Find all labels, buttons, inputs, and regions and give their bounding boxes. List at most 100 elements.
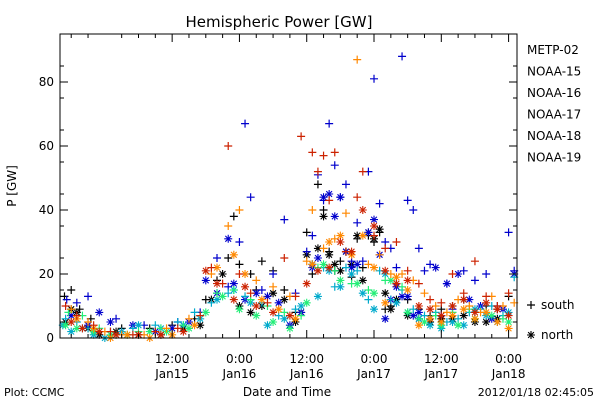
- data-point-north: [269, 308, 278, 317]
- data-point-south: [241, 119, 250, 128]
- x-tick-time: 12:00: [155, 352, 190, 366]
- data-point-south: [201, 295, 210, 304]
- data-point-south: [470, 276, 479, 285]
- data-point-south: [67, 286, 76, 294]
- data-point-south: [470, 257, 479, 266]
- data-point-south: [392, 238, 401, 246]
- data-point-south: [224, 142, 233, 150]
- data-point-south: [67, 305, 76, 314]
- data-point-south: [437, 298, 446, 307]
- data-point-north: [257, 295, 266, 304]
- data-point-south: [269, 282, 278, 291]
- data-point-north: [252, 302, 261, 310]
- y-axis-label: P [GW]: [5, 165, 19, 207]
- data-point-north: [392, 279, 401, 288]
- data-point-north: [487, 311, 496, 320]
- x-tick-date: Jan17: [423, 367, 458, 381]
- x-tick-date: Jan16: [289, 367, 324, 381]
- data-point-south: [269, 270, 278, 278]
- data-point-north: [426, 321, 435, 330]
- data-point-north: [403, 276, 412, 285]
- data-point-south: [330, 148, 339, 157]
- data-point-north: [280, 314, 289, 323]
- data-point-south: [75, 305, 84, 314]
- data-point-north: [414, 308, 423, 317]
- data-point-south: [319, 244, 328, 253]
- data-point-north: [370, 222, 379, 230]
- data-point-north: [263, 292, 272, 301]
- data-point-north: [347, 263, 356, 272]
- data-point-south: [414, 279, 423, 288]
- data-point-south: [162, 324, 171, 333]
- data-point-north: [123, 330, 132, 339]
- symbol-legend-marker: [527, 301, 535, 309]
- data-point-north: [325, 263, 334, 272]
- data-point-south: [325, 247, 334, 256]
- data-point-north: [482, 308, 491, 317]
- data-point-south: [235, 206, 244, 214]
- data-point-south: [252, 276, 261, 285]
- data-point-north: [482, 298, 491, 307]
- data-point-north: [448, 302, 457, 310]
- data-point-north: [229, 250, 238, 259]
- data-point-south: [426, 260, 435, 269]
- x-tick-time: 0:00: [361, 352, 388, 366]
- data-point-south: [353, 234, 362, 243]
- legend-entry: NOAA-19: [527, 151, 581, 165]
- data-point-north: [398, 292, 407, 301]
- data-point-north: [190, 321, 199, 330]
- data-point-north: [179, 327, 188, 336]
- data-point-north: [454, 321, 463, 330]
- legend: METP-02 NOAA-15 NOAA-16 NOAA-17 NOAA-18 NOAA-…: [527, 43, 581, 165]
- data-point-north: [224, 234, 233, 243]
- data-point-south: [280, 215, 289, 224]
- x-tick-date: Jan16: [222, 367, 257, 381]
- y-tick-label: 40: [39, 203, 54, 217]
- data-point-north: [196, 321, 205, 330]
- x-tick-time: 12:00: [289, 352, 324, 366]
- data-point-south: [235, 260, 244, 269]
- data-point-south: [420, 289, 429, 298]
- data-point-south: [257, 257, 266, 266]
- data-point-south: [358, 167, 367, 176]
- x-tick-time: 12:00: [424, 352, 459, 366]
- data-point-north: [213, 279, 222, 288]
- data-point-north: [184, 324, 193, 333]
- data-point-south: [257, 286, 266, 294]
- legend-entry: NOAA-15: [527, 65, 581, 79]
- data-point-south: [409, 305, 418, 314]
- data-point-south: [62, 295, 71, 304]
- data-point-north: [112, 330, 121, 339]
- data-point-north: [437, 311, 446, 320]
- data-point-north: [269, 318, 278, 326]
- data-point-north: [414, 321, 423, 330]
- data-point-south: [459, 266, 468, 275]
- data-point-north: [336, 231, 345, 240]
- data-point-south: [364, 286, 373, 294]
- data-point-south: [504, 228, 513, 237]
- x-axis-label: Date and Time: [243, 385, 331, 399]
- data-point-south: [370, 74, 379, 83]
- data-point-north: [392, 298, 401, 307]
- data-point-north: [280, 295, 289, 304]
- data-point-south: [336, 257, 345, 266]
- data-point-north: [431, 263, 440, 272]
- data-point-north: [336, 266, 345, 275]
- data-point-north: [285, 324, 294, 333]
- data-point-north: [414, 302, 423, 310]
- data-point-north: [336, 238, 345, 246]
- data-point-north: [465, 295, 474, 304]
- data-point-north: [370, 215, 379, 224]
- data-point-south: [403, 196, 412, 205]
- legend-entry: NOAA-18: [527, 129, 581, 143]
- data-point-north: [241, 270, 250, 278]
- data-point-north: [370, 289, 379, 298]
- data-point-north: [95, 308, 104, 317]
- data-point-south: [347, 279, 356, 288]
- data-point-south: [448, 270, 457, 278]
- data-point-north: [269, 289, 278, 298]
- data-point-north: [241, 282, 250, 291]
- data-point-south: [341, 209, 350, 218]
- data-point-south: [482, 270, 491, 278]
- data-point-south: [459, 289, 468, 298]
